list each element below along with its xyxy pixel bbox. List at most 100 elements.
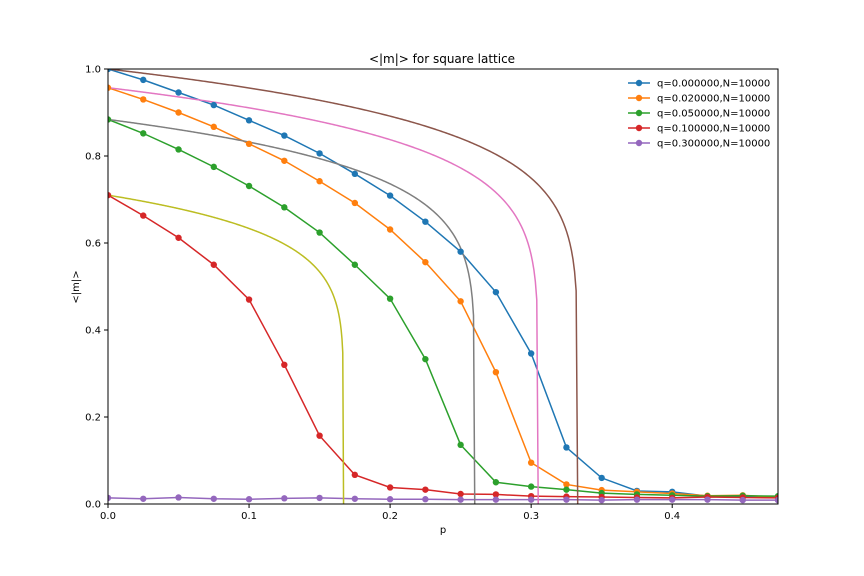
legend-marker-4 (635, 139, 643, 147)
series-line-1 (108, 86, 778, 499)
legend-label-3: q=0.100000,N=10000 (657, 124, 770, 135)
series-4-point (669, 496, 676, 503)
series-0-point (175, 89, 182, 96)
series-0-point (210, 101, 217, 109)
series-4-point (422, 496, 429, 503)
legend-label-4: q=0.300000,N=10000 (657, 139, 770, 150)
x-axis: 0.0 0.1 0.2 0.3 0.4 (100, 504, 680, 522)
series-1-point (281, 157, 288, 164)
series-2-point (457, 441, 464, 449)
series-2-point (422, 355, 429, 363)
series-2-point (245, 182, 253, 190)
x-tick-label: 0.2 (382, 511, 398, 522)
series-4-point (108, 494, 112, 502)
series-line-0 (108, 69, 778, 499)
series-1-point (210, 123, 217, 131)
y-tick-label: 1.0 (85, 65, 101, 76)
series-4-point (457, 496, 464, 503)
y-axis-label: <|m|> (71, 270, 82, 303)
series-1-point (422, 258, 429, 266)
y-tick-label: 0.6 (85, 239, 101, 250)
series-1-point (492, 368, 500, 376)
legend-label-0: q=0.000000,N=10000 (657, 79, 770, 90)
series-3-point (108, 191, 112, 199)
series-4-point (739, 496, 746, 504)
legend-marker-1 (635, 94, 643, 102)
series-0-point (457, 248, 464, 255)
y-axis: 0.0 0.2 0.4 0.6 0.8 1.0 (85, 65, 108, 511)
legend: q=0.000000,N=10000 q=0.020000,N=10000 q=0.… (628, 79, 770, 150)
series-2-point (527, 483, 535, 490)
series-0-point (492, 288, 500, 296)
series-1-point (140, 96, 147, 103)
series-0-point (108, 69, 112, 73)
series-2-point (140, 130, 147, 137)
x-tick-label: 0.1 (241, 511, 257, 522)
series-line-2 (108, 118, 778, 497)
axes-frame (107, 68, 779, 505)
x-tick-label: 0.3 (523, 511, 539, 522)
fit-curve-2 (108, 118, 476, 504)
y-tick-label: 0.2 (85, 413, 101, 424)
series-line-3 (108, 194, 778, 499)
series-4-point (492, 496, 500, 503)
x-tick-label: 0.4 (664, 511, 680, 522)
series-1-point (316, 178, 323, 185)
fit-curve-3 (108, 194, 345, 504)
series-2-point (108, 116, 112, 123)
series-4-point (245, 496, 253, 503)
series-2-point (492, 479, 500, 486)
series-3-point (245, 296, 253, 303)
series-4-point (210, 495, 217, 502)
series-4-point (598, 496, 605, 504)
plot-area (108, 69, 778, 504)
fit-curve-0 (108, 69, 579, 504)
legend-label-2: q=0.050000,N=10000 (657, 109, 770, 120)
fit-curve-1 (108, 86, 539, 504)
series-3-point (457, 490, 464, 498)
chart-title: <|m|> for square lattice (369, 52, 515, 66)
series-2-point (386, 295, 394, 302)
series-4-point (633, 496, 641, 503)
series-1-point (245, 140, 253, 148)
series-2-point (316, 229, 323, 236)
series-0-point (316, 150, 323, 157)
series-1-point (386, 226, 394, 233)
series-4-point (704, 496, 711, 503)
series-2-point (351, 261, 359, 268)
series-4-point (774, 496, 778, 504)
series-1-point (527, 459, 535, 466)
series-3-point (175, 234, 182, 241)
series-0-point (527, 350, 535, 357)
series-0-point (351, 170, 359, 178)
series-4-point (351, 495, 359, 502)
series-3-point (316, 432, 323, 439)
y-tick-label: 0.0 (85, 500, 101, 511)
series-1-point (457, 298, 464, 305)
x-axis-label: p (440, 525, 446, 536)
series-3-point (210, 261, 217, 268)
series-3-point (351, 471, 359, 479)
series-2-point (210, 163, 217, 171)
series-0-point (245, 117, 253, 124)
series-0-point (140, 76, 147, 84)
series-1-point (175, 109, 182, 116)
x-tick-label: 0.0 (100, 511, 116, 522)
series-2-point (281, 204, 288, 211)
series-3-point (386, 484, 394, 491)
series-2-point (175, 146, 182, 153)
series-3-point (492, 491, 500, 498)
series-1-point (351, 199, 359, 207)
legend-marker-3 (635, 124, 643, 132)
series-0-point (598, 474, 605, 482)
legend-label-1: q=0.020000,N=10000 (657, 94, 770, 105)
legend-marker-0 (635, 79, 643, 87)
series-4-point (386, 496, 394, 503)
series-0-point (422, 218, 429, 225)
series-1-point (108, 84, 112, 91)
series-4-point (281, 495, 288, 502)
series-4-point (316, 494, 323, 502)
series-4-point (563, 496, 570, 503)
